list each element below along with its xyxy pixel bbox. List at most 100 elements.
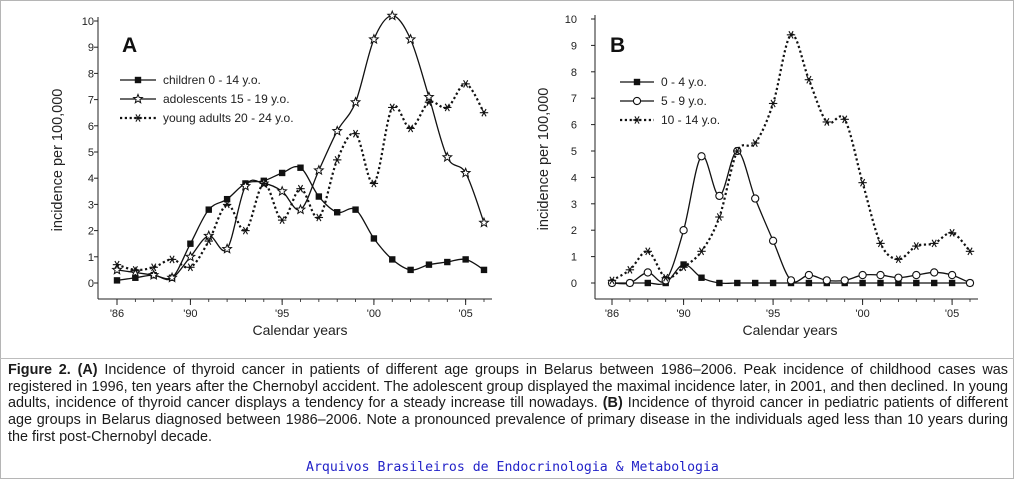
panel-a-y-tick-label: 0 bbox=[88, 278, 94, 290]
panel-b-y-tick-label: 9 bbox=[571, 40, 577, 52]
panel-a-y-tick-label: 3 bbox=[88, 199, 94, 211]
panel-a-series-2-point bbox=[331, 125, 343, 136]
panel-b-series-3-point bbox=[607, 276, 617, 285]
panel-a-series-1-point bbox=[205, 206, 212, 213]
panel-a-x-tick-label: '05 bbox=[458, 308, 472, 320]
panel-a-y-axis-label: incidence per 100,000 bbox=[50, 89, 66, 232]
panel-a-x-tick-label: '90 bbox=[183, 308, 197, 320]
panel-a-series-3-point bbox=[222, 200, 232, 209]
panel-b-series-2-point bbox=[965, 278, 975, 288]
panel-a-series-3-line bbox=[116, 82, 485, 272]
charts-svg: 0 1 2 3 4 5 6 7 8 9 10 '86 '90 '95 '00 '05 Calendar year… bbox=[50, 9, 978, 338]
panel-b-label: B bbox=[610, 34, 625, 57]
panel-a-series-1-point bbox=[223, 195, 231, 203]
panel-a-series-1-point bbox=[113, 277, 121, 284]
panel-a-y-tick-label: 5 bbox=[88, 147, 94, 159]
panel-a-series-3-point bbox=[333, 155, 342, 164]
panel-a-series-3-point bbox=[314, 213, 324, 222]
panel-a-series-2-point bbox=[203, 229, 215, 241]
panel-b-series-1-point bbox=[644, 279, 651, 287]
panel-a-series-3-point bbox=[259, 179, 268, 188]
panel-b-legend-label-2: 5 - 9 y.o. bbox=[661, 94, 707, 108]
panel-a-y-tick-label: 10 bbox=[82, 16, 94, 28]
panel-b-series-1-point bbox=[948, 279, 956, 287]
panel-a-series-3-point bbox=[131, 265, 140, 274]
panel-a-series-1-point bbox=[370, 235, 378, 242]
panel-b-y-axis-label: incidence per 100,000 bbox=[536, 88, 552, 231]
panel-b-y-tick-label: 7 bbox=[571, 93, 577, 105]
panel-b-series-2-point bbox=[894, 273, 903, 282]
panel-b-series-2-point bbox=[858, 270, 867, 280]
panel-b-legend-marker-1 bbox=[633, 78, 641, 86]
panel-b-series-3-point bbox=[625, 265, 635, 274]
panel-a-series-2-point bbox=[294, 203, 307, 215]
panel-a-x-tick-label: '86 bbox=[110, 308, 124, 320]
panel-b-series-2-point bbox=[768, 236, 778, 245]
panel-a-series-1-point bbox=[407, 266, 414, 274]
panel-a-legend-label-1: children 0 - 14 y.o. bbox=[163, 73, 261, 87]
panel-a-series-2-point bbox=[441, 151, 453, 163]
panel-a-series-2-point bbox=[313, 164, 325, 176]
panel-b-x-tick-label: '90 bbox=[676, 308, 690, 320]
panel-b-series-1-point bbox=[752, 279, 759, 287]
panel-a-series-3-point bbox=[369, 179, 379, 188]
panel-b-series-3-point bbox=[822, 118, 831, 126]
panel-b-series-3-point bbox=[715, 213, 724, 221]
panel-a-series-1-point bbox=[425, 261, 433, 268]
panel-b-y-tick-label: 0 bbox=[571, 278, 577, 290]
panel-b-series-1-point bbox=[805, 279, 813, 287]
panel-a-series-1-point bbox=[462, 256, 469, 263]
panel-a-y-tick-label: 7 bbox=[88, 95, 94, 107]
panel-b-series-1-point bbox=[680, 261, 687, 268]
panel-a-series-3-point bbox=[424, 98, 434, 107]
panel-b-series-3-point bbox=[840, 115, 849, 124]
panel-b-series-2-point bbox=[679, 226, 688, 235]
panel-b-series-3-point bbox=[965, 247, 975, 256]
panel-b-series-3-line bbox=[611, 33, 971, 282]
panel-a-series-1-point bbox=[297, 164, 304, 171]
panel-a-y-tick-label: 2 bbox=[88, 226, 94, 238]
panel-b-series-3-point bbox=[876, 239, 885, 248]
panel-a-series-2-point bbox=[129, 266, 142, 278]
panel-b-legend-label-3: 10 - 14 y.o. bbox=[661, 113, 720, 127]
panel-a-y-tick-label: 6 bbox=[88, 121, 94, 133]
panel-a-series-1-point bbox=[315, 193, 323, 200]
panel-a-series-2-point bbox=[166, 271, 178, 283]
panel-b-series-2-point bbox=[930, 268, 939, 277]
journal-footer: Arquivos Brasileiros de Endocrinologia &… bbox=[306, 460, 719, 475]
panel-a-series-3-point bbox=[461, 79, 470, 88]
panel-a-series-2-line bbox=[116, 15, 485, 280]
panel-a-series-2-point bbox=[276, 185, 288, 197]
panel-a-series-3-point bbox=[351, 129, 360, 138]
panel-b-x-tick-label: '86 bbox=[605, 308, 619, 320]
panel-a-series-3-point bbox=[112, 260, 122, 269]
panel-a-x-tick-label: '00 bbox=[367, 308, 381, 320]
panel-b-x-axis-label: Calendar years bbox=[743, 322, 838, 338]
panel-b-x-tick-label: '00 bbox=[855, 308, 869, 320]
panel-b-y-tick-label: 1 bbox=[571, 252, 577, 264]
panel-b-series-1-point bbox=[734, 279, 741, 287]
panel-b-series-3-point bbox=[947, 228, 957, 237]
panel-b-series-2-point bbox=[625, 278, 635, 288]
panel-b-legend-label-1: 0 - 4 y.o. bbox=[661, 75, 707, 89]
panel-a-series-1-point bbox=[278, 169, 286, 177]
panel-b-series-2-point bbox=[912, 270, 921, 280]
panel-b-series-2-point bbox=[697, 152, 706, 161]
panel-a-series-3-point bbox=[296, 184, 305, 193]
panel-a-series-2-point bbox=[459, 167, 472, 178]
panel-b-series-2-line bbox=[611, 150, 971, 285]
panel-a-y-tick-label: 4 bbox=[88, 173, 94, 185]
panel-a-x-tick-label: '95 bbox=[275, 308, 289, 320]
panel-a-series-3-point bbox=[277, 216, 287, 225]
caption-figure-label: Figure 2. bbox=[8, 362, 71, 378]
panel-b-series-2-point bbox=[840, 276, 849, 285]
panel-b-chart: 0 1 2 3 4 5 6 7 8 9 10 '86 '90 '95 '00 '05 Calendar year… bbox=[536, 14, 978, 338]
panel-b-series-3-point bbox=[912, 242, 921, 250]
panel-b-series-1-point bbox=[859, 279, 866, 287]
panel-b-y-tick-label: 8 bbox=[571, 67, 577, 79]
panel-a-series-2-point bbox=[148, 269, 160, 280]
panel-b-series-1-point bbox=[769, 279, 777, 287]
panel-a-legend-marker-1 bbox=[134, 76, 142, 84]
panel-b-series-1-point bbox=[877, 279, 884, 287]
